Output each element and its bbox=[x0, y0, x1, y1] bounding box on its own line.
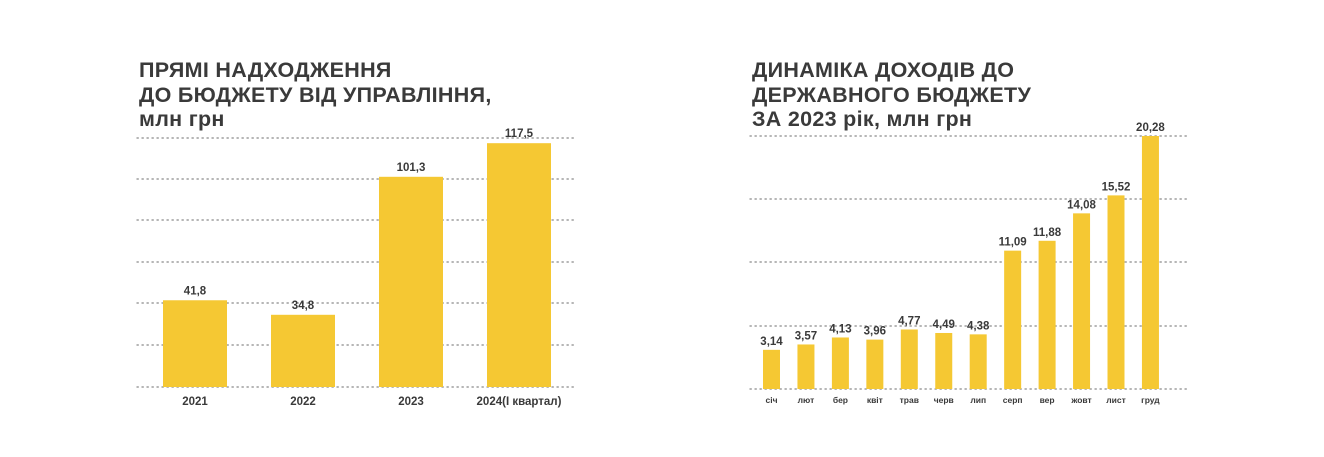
bar bbox=[935, 332, 953, 389]
data-label: 4,77 bbox=[898, 315, 920, 327]
bar bbox=[1141, 136, 1159, 389]
category-label: 2023 bbox=[398, 396, 424, 408]
data-label: 41,8 bbox=[184, 285, 207, 297]
bar bbox=[797, 344, 815, 389]
data-label: 4,13 bbox=[829, 323, 851, 335]
title-line: ЗА 2023 рік, млн грн bbox=[752, 107, 973, 131]
bar bbox=[900, 329, 918, 389]
bar bbox=[1107, 195, 1125, 389]
data-label: 101,3 bbox=[397, 162, 426, 174]
data-label: 117,5 bbox=[505, 128, 534, 140]
category-label: січ bbox=[765, 395, 777, 405]
data-label: 15,52 bbox=[1102, 181, 1131, 193]
title-line: ДИНАМІКА ДОХОДІВ ДО bbox=[752, 58, 1015, 82]
bar bbox=[163, 300, 227, 387]
category-label: лют bbox=[798, 395, 815, 405]
bar bbox=[1073, 213, 1091, 389]
data-label: 20,28 bbox=[1136, 122, 1165, 134]
bar bbox=[763, 349, 780, 389]
bar bbox=[969, 334, 987, 389]
bar bbox=[487, 143, 551, 387]
category-label: черв bbox=[934, 395, 954, 405]
bar bbox=[1038, 240, 1056, 389]
category-label: 2022 bbox=[290, 396, 316, 408]
category-label: 2021 bbox=[182, 396, 208, 408]
data-label: 34,8 bbox=[292, 300, 315, 312]
data-label: 11,09 bbox=[999, 237, 1027, 249]
bar bbox=[379, 176, 443, 387]
category-label: лип bbox=[970, 395, 986, 405]
title-line: млн грн bbox=[139, 107, 225, 131]
data-label: 3,57 bbox=[795, 330, 817, 342]
bar bbox=[271, 314, 335, 387]
data-label: 4,49 bbox=[933, 319, 955, 331]
category-label: серп bbox=[1003, 395, 1023, 405]
category-label: вер bbox=[1040, 395, 1055, 405]
category-label: бер bbox=[833, 395, 848, 405]
title-line: ДЕРЖАВНОГО БЮДЖЕТУ bbox=[752, 82, 1032, 107]
data-label: 4,38 bbox=[967, 320, 990, 332]
data-label: 3,14 bbox=[760, 336, 783, 348]
data-label: 14,08 bbox=[1067, 199, 1096, 211]
chart-title-budget-dynamics: ДИНАМІКА ДОХОДІВ ДО ДЕРЖАВНОГО БЮДЖЕТУ З… bbox=[752, 58, 1031, 132]
data-label: 3,96 bbox=[864, 326, 886, 338]
category-label: лист bbox=[1106, 395, 1126, 405]
category-label: груд bbox=[1141, 395, 1160, 405]
data-label: 11,88 bbox=[1033, 227, 1062, 239]
category-label: жовт bbox=[1070, 395, 1091, 405]
category-label: квіт bbox=[867, 395, 883, 405]
title-line: ПРЯМІ НАДХОДЖЕННЯ bbox=[139, 58, 392, 82]
bar bbox=[866, 339, 884, 389]
category-label: 2024(І квартал) bbox=[477, 396, 562, 408]
bar bbox=[831, 337, 849, 389]
title-line: ДО БЮДЖЕТУ ВІД УПРАВЛІННЯ, bbox=[139, 82, 492, 107]
chart-title-direct-revenue: ПРЯМІ НАДХОДЖЕННЯ ДО БЮДЖЕТУ ВІД УПРАВЛІ… bbox=[139, 58, 492, 132]
category-label: трав bbox=[900, 395, 919, 405]
bar bbox=[1004, 250, 1022, 389]
